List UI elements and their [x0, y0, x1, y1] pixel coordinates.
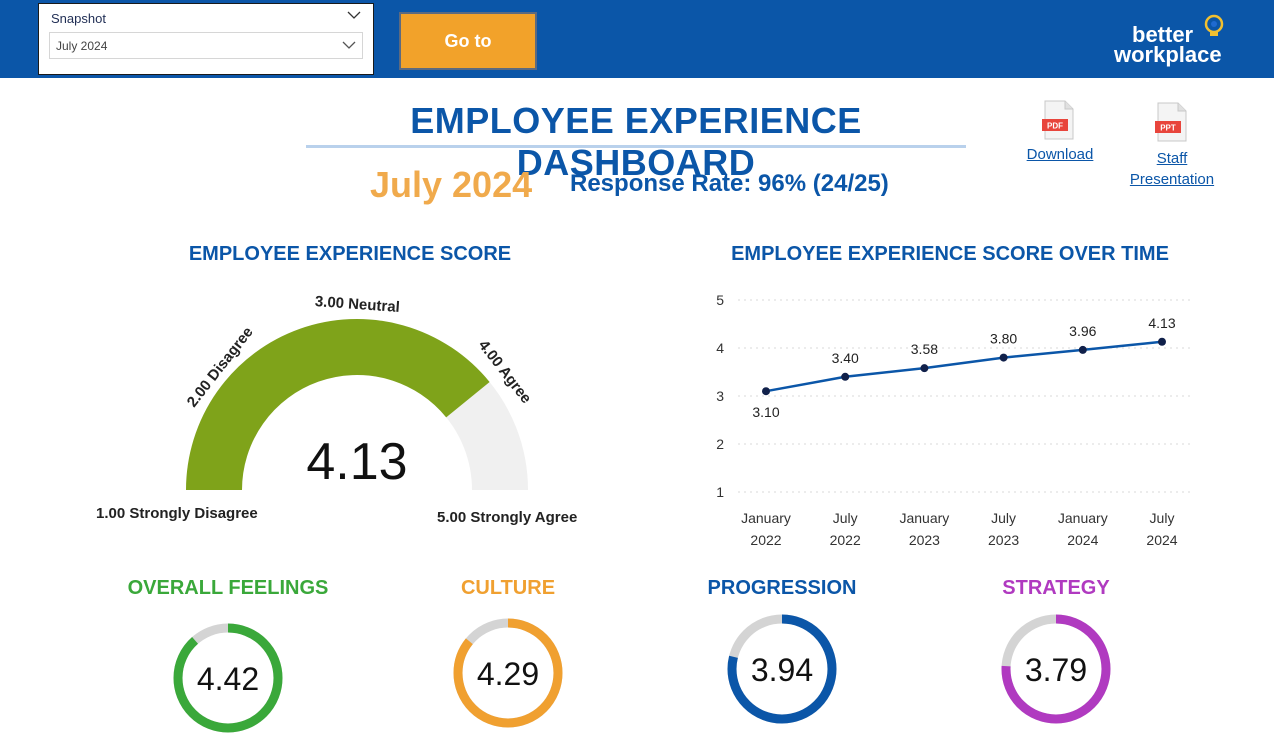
data-label: 3.96 — [1069, 323, 1096, 339]
go-to-button[interactable]: Go to — [399, 12, 537, 70]
data-point[interactable] — [1158, 337, 1166, 346]
x-tick-label: July — [991, 510, 1016, 526]
data-label: 3.10 — [752, 404, 779, 420]
svg-text:workplace: workplace — [1113, 42, 1222, 67]
x-tick-label: January — [899, 510, 949, 526]
data-label: 4.13 — [1148, 315, 1175, 331]
y-tick-label: 4 — [716, 340, 724, 356]
category-score: 4.42 — [197, 661, 259, 697]
gauge-fill — [186, 319, 490, 491]
svg-text:PPT: PPT — [1160, 124, 1176, 133]
category-ring-overall-feelings: 4.42 — [173, 623, 283, 733]
ring-fill — [453, 618, 563, 728]
category-ring-strategy: 3.79 — [1001, 614, 1111, 724]
chevron-down-icon[interactable] — [347, 10, 361, 20]
snapshot-dropdown[interactable]: July 2024 — [49, 32, 363, 59]
snapshot-slicer[interactable]: Snapshot July 2024 — [38, 3, 374, 75]
x-tick-label-year: 2024 — [1146, 532, 1177, 548]
gauge-title: EMPLOYEE EXPERIENCE SCORE — [188, 243, 512, 265]
y-tick-label: 1 — [716, 484, 724, 500]
dropdown-chevron-icon[interactable] — [342, 40, 356, 50]
download-link[interactable]: Download — [1026, 146, 1094, 163]
x-tick-label-year: 2024 — [1067, 532, 1098, 548]
chart-y-axis: 1 2 3 4 5 — [716, 292, 724, 500]
x-tick-label-year: 2023 — [909, 532, 940, 548]
data-point[interactable] — [920, 364, 929, 373]
dashboard-title: EMPLOYEE EXPERIENCE DASHBOARD — [410, 100, 862, 183]
x-tick-label-year: 2023 — [988, 532, 1019, 548]
ring-fill — [173, 623, 283, 733]
y-tick-label: 2 — [716, 436, 724, 452]
x-tick-label: January — [1058, 510, 1108, 526]
snapshot-month: July 2024 — [370, 164, 533, 205]
data-point[interactable] — [1078, 345, 1087, 354]
response-rate: Response Rate: 96% (24/25) — [570, 170, 889, 197]
svg-text:better: better — [1132, 22, 1194, 47]
data-label: 3.58 — [911, 341, 938, 357]
chart-title: EMPLOYEE EXPERIENCE SCORE OVER TIME — [731, 243, 1169, 265]
ring-fill — [727, 614, 837, 724]
category-ring-progression: 3.94 — [727, 614, 837, 724]
chart-grid — [738, 299, 1192, 493]
chart-x-axis: January 2022 July 2022 January 2023 July 2023 Ja… — [741, 510, 1178, 548]
category-title-overall-feelings: OVERALL FEELINGS — [127, 577, 329, 599]
category-title-progression: PROGRESSION — [707, 577, 857, 599]
svg-text:PDF: PDF — [1047, 122, 1063, 131]
score-series-points: 3.10 3.40 3.58 3.80 3.96 4.13 — [752, 315, 1175, 420]
data-point[interactable] — [841, 372, 850, 381]
staff-presentation-link[interactable]: Staff Presentation — [1120, 148, 1224, 190]
x-tick-label: January — [741, 510, 791, 526]
data-label: 3.40 — [832, 350, 859, 366]
gauge-label-neutral: 3.00 Neutral — [314, 293, 400, 316]
gauge-value: 4.13 — [306, 433, 407, 491]
y-tick-label: 3 — [716, 388, 724, 404]
top-bar: Snapshot July 2024 Go to better workplac… — [0, 0, 1274, 78]
ring-fill — [1001, 614, 1111, 724]
pdf-file-icon[interactable]: PDF — [1041, 100, 1075, 140]
snapshot-selected-value: July 2024 — [56, 39, 108, 53]
x-tick-label-year: 2022 — [830, 532, 861, 548]
category-score: 4.29 — [477, 656, 539, 692]
score-over-time-chart: 1 2 3 4 5 3.10 3.40 3.58 3.80 3.96 4.13 January 20… — [716, 292, 1192, 548]
staff-link-line2[interactable]: Presentation — [1129, 171, 1215, 188]
data-point[interactable] — [762, 387, 770, 396]
category-score: 3.94 — [751, 652, 813, 688]
ppt-file-icon[interactable]: PPT — [1154, 102, 1188, 142]
data-point[interactable] — [999, 353, 1008, 362]
x-tick-label-year: 2022 — [750, 532, 781, 548]
y-tick-label: 5 — [716, 292, 724, 308]
gauge-label-max: 5.00 Strongly Agree — [437, 509, 577, 526]
staff-link-line1[interactable]: Staff — [1156, 150, 1188, 167]
category-ring-culture: 4.29 — [453, 618, 563, 728]
slicer-title: Snapshot — [51, 11, 106, 26]
title-underline — [306, 145, 966, 148]
better-workplace-logo: better workplace — [1113, 14, 1224, 67]
category-score: 3.79 — [1025, 652, 1087, 688]
category-title-culture: CULTURE — [460, 577, 556, 599]
data-label: 3.80 — [990, 331, 1017, 347]
x-tick-label: July — [833, 510, 858, 526]
experience-score-gauge: 4.13 1.00 Strongly Disagree 5.00 Strongl… — [96, 293, 577, 526]
gauge-label-min: 1.00 Strongly Disagree — [96, 505, 258, 522]
category-title-strategy: STRATEGY — [1002, 577, 1110, 599]
x-tick-label: July — [1150, 510, 1175, 526]
score-series-line — [765, 340, 1163, 393]
